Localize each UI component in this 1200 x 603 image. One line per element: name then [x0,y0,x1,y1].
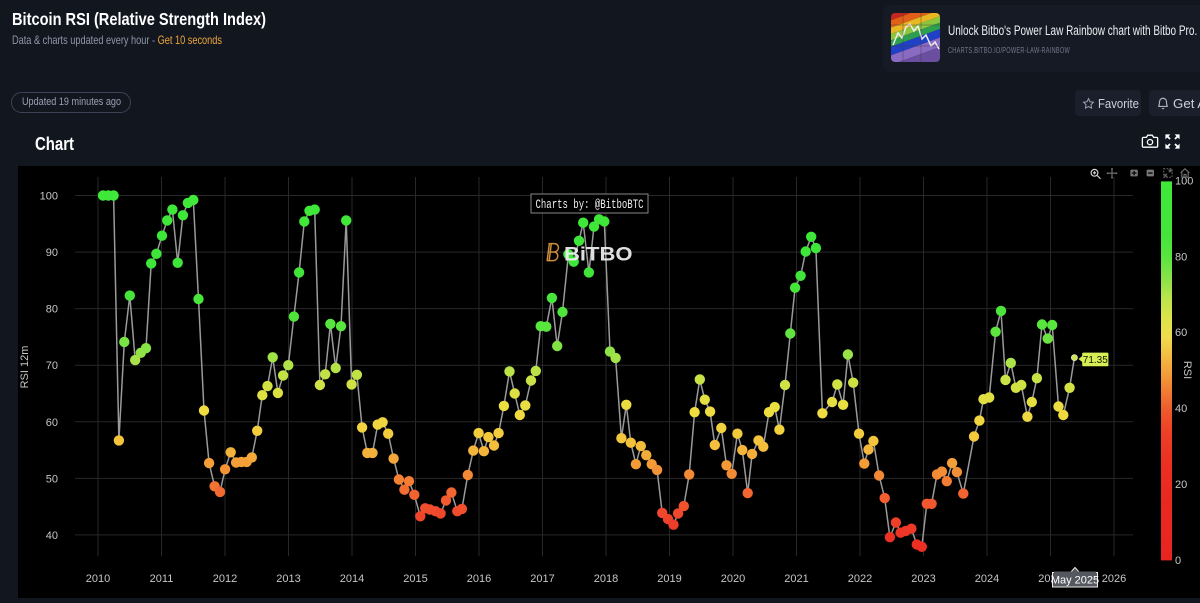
svg-text:RSI: RSI [1181,361,1193,379]
svg-text:71.35: 71.35 [1083,355,1108,366]
svg-text:60: 60 [1175,327,1187,339]
svg-text:40: 40 [1175,403,1187,415]
svg-text:100: 100 [1175,176,1193,188]
svg-text:0: 0 [1175,555,1181,567]
svg-text:2010: 2010 [86,573,110,585]
svg-text:60: 60 [46,417,58,429]
svg-text:2019: 2019 [657,573,681,585]
svg-text:RSI 12m: RSI 12m [19,346,31,389]
svg-text:2018: 2018 [594,573,618,585]
svg-text:100: 100 [40,191,58,203]
svg-text:2021: 2021 [784,573,808,585]
svg-text:2022: 2022 [848,573,872,585]
svg-text:2020: 2020 [721,573,745,585]
svg-text:80: 80 [46,304,58,316]
svg-text:90: 90 [46,247,58,259]
svg-text:Charts by: @BitboBTC: Charts by: @BitboBTC [536,198,644,212]
svg-text:2024: 2024 [975,573,999,585]
svg-text:20: 20 [1175,479,1187,491]
svg-text:2017: 2017 [530,573,554,585]
svg-text:BiTBO: BiTBO [564,243,633,265]
svg-text:50: 50 [46,473,58,485]
svg-text:2012: 2012 [213,573,237,585]
svg-text:2026: 2026 [1102,573,1126,585]
svg-text:2013: 2013 [276,573,300,585]
svg-text:80: 80 [1175,251,1187,263]
svg-text:2023: 2023 [911,573,935,585]
svg-text:2015: 2015 [403,573,427,585]
svg-text:May 2025: May 2025 [1051,575,1099,587]
svg-text:40: 40 [46,530,58,542]
svg-text:2016: 2016 [467,573,491,585]
svg-text:70: 70 [46,360,58,372]
svg-text:2011: 2011 [150,573,174,585]
svg-text:2014: 2014 [340,573,364,585]
